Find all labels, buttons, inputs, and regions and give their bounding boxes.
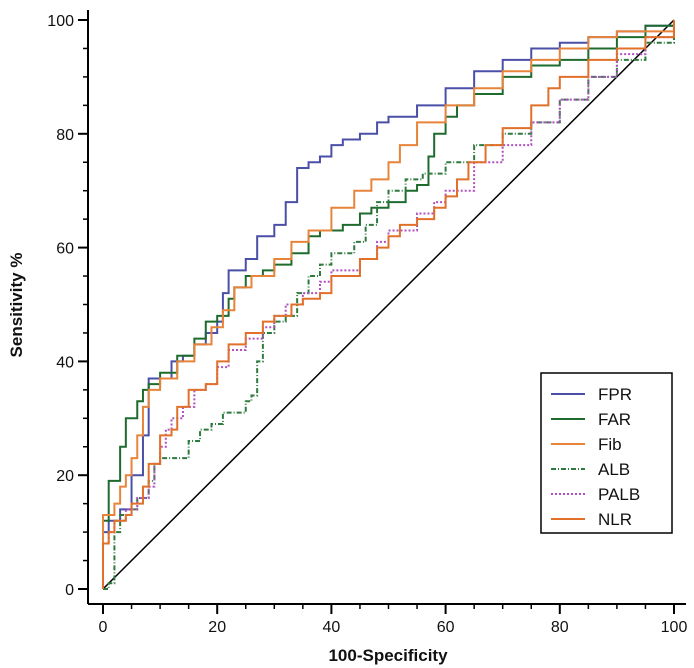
legend-box	[540, 372, 673, 534]
y-tick-label: 100	[47, 13, 74, 30]
y-tick-label: 0	[65, 582, 74, 599]
series-line-palb	[102, 20, 675, 589]
y-tick-label: 20	[56, 468, 74, 485]
series-line-nlr	[102, 20, 675, 589]
x-tick-label: 60	[437, 619, 455, 636]
legend: FPR FAR Fib ALB PALB NLR	[540, 372, 673, 534]
x-tick-label: 80	[551, 619, 569, 636]
y-axis-label: Sensitivity %	[7, 253, 26, 358]
x-tick-label: 100	[661, 619, 688, 636]
series-line-fib	[102, 20, 675, 589]
legend-label-alb: ALB	[598, 460, 630, 479]
series-line-fpr	[102, 20, 675, 589]
legend-label-nlr: NLR	[598, 510, 632, 529]
x-tick-label: 40	[323, 619, 341, 636]
y-tick-label: 60	[56, 241, 74, 258]
legend-label-far: FAR	[598, 410, 631, 429]
axes: 0 20 40 60 80 100 0 20 40 60 80 100	[47, 10, 687, 636]
series-line-far	[102, 20, 675, 589]
series-group	[102, 19, 675, 590]
reference-diagonal	[102, 19, 675, 590]
legend-label-palb: PALB	[598, 485, 640, 504]
y-tick-label: 40	[56, 354, 74, 371]
legend-label-fib: Fib	[598, 435, 622, 454]
y-tick-label: 80	[56, 127, 74, 144]
x-tick-label: 20	[208, 619, 226, 636]
x-tick-label: 0	[99, 619, 108, 636]
x-axis-label: 100-Specificity	[328, 646, 448, 665]
legend-label-fpr: FPR	[598, 385, 632, 404]
